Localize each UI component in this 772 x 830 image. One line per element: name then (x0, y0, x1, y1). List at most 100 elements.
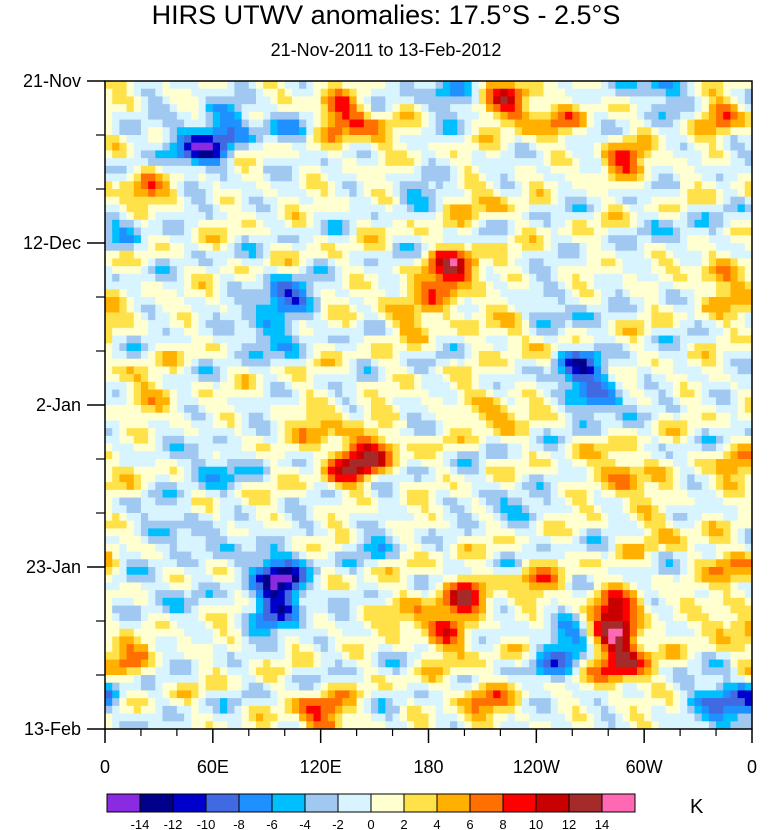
field-cell (191, 219, 200, 229)
field-cell (234, 219, 243, 229)
field-cell (306, 273, 315, 283)
field-cell (694, 104, 703, 113)
field-cell (313, 412, 322, 422)
field-cell (212, 104, 221, 113)
field-cell (601, 204, 609, 213)
field-cell (493, 497, 501, 506)
field-cell (507, 289, 516, 298)
field-cell (658, 397, 667, 406)
field-cell (557, 142, 566, 152)
field-cell (521, 150, 530, 159)
field-cell (421, 389, 430, 398)
field-cell (126, 111, 135, 121)
field-cell (579, 389, 588, 398)
field-cell (198, 165, 207, 175)
field-cell (435, 104, 444, 113)
field-cell (248, 489, 257, 499)
field-cell (615, 358, 624, 368)
field-cell (241, 227, 250, 236)
field-cell (536, 165, 545, 175)
field-cell (450, 351, 458, 360)
field-cell (644, 497, 652, 506)
field-cell (737, 497, 746, 506)
field-cell (234, 119, 243, 128)
field-cell (615, 420, 624, 429)
field-cell (601, 266, 609, 275)
field-cell (277, 389, 286, 398)
field-cell (644, 173, 652, 182)
field-cell (291, 489, 300, 499)
field-cell (737, 343, 746, 352)
field-cell (234, 405, 243, 414)
field-cell (629, 435, 638, 445)
field-cell (392, 273, 401, 283)
field-cell (601, 351, 609, 360)
field-cell (133, 405, 142, 414)
field-cell (435, 366, 444, 375)
field-cell (234, 474, 243, 483)
field-cell (572, 196, 581, 206)
field-cell (212, 150, 221, 159)
field-cell (392, 104, 401, 113)
field-cell (464, 397, 473, 406)
field-cell (464, 189, 473, 198)
field-cell (370, 358, 379, 368)
field-cell (450, 297, 458, 306)
field-cell (716, 397, 724, 406)
field-cell (414, 150, 422, 159)
field-cell (291, 335, 300, 344)
field-cell (672, 389, 681, 398)
field-cell (327, 219, 336, 229)
field-cell (299, 335, 307, 344)
field-cell (392, 304, 401, 314)
field-cell (169, 428, 178, 437)
field-cell (478, 142, 487, 152)
field-cell (450, 358, 458, 368)
field-cell (450, 389, 458, 398)
field-cell (486, 381, 494, 391)
field-cell (349, 381, 358, 391)
field-cell (478, 335, 487, 344)
field-cell (205, 250, 214, 260)
field-cell (493, 150, 501, 159)
field-cell (212, 482, 221, 491)
field-cell (744, 88, 753, 98)
field-cell (593, 88, 602, 98)
field-cell (486, 428, 494, 437)
field-cell (579, 482, 588, 491)
field-cell (565, 212, 573, 221)
field-cell (140, 389, 149, 398)
field-cell (270, 497, 279, 506)
field-cell (133, 181, 142, 190)
field-cell (406, 219, 415, 229)
field-cell (155, 142, 164, 152)
field-cell (414, 304, 422, 314)
field-cell (608, 358, 617, 368)
field-cell (126, 258, 135, 267)
field-cell (313, 281, 322, 290)
field-cell (572, 389, 581, 398)
field-cell (356, 281, 365, 290)
field-cell (651, 366, 660, 375)
field-cell (687, 243, 696, 252)
field-cell (716, 111, 724, 121)
field-cell (435, 258, 444, 267)
field-cell (450, 181, 458, 190)
field-cell (543, 196, 552, 206)
field-cell (327, 489, 336, 499)
field-cell (694, 266, 703, 275)
field-cell (514, 320, 523, 329)
field-cell (478, 327, 487, 337)
field-cell (119, 459, 128, 468)
field-cell (162, 142, 171, 152)
field-cell (694, 374, 703, 383)
field-cell (536, 273, 545, 283)
field-cell (220, 466, 228, 476)
field-cell (694, 135, 703, 144)
field-cell (241, 135, 250, 144)
field-cell (335, 405, 343, 414)
field-cell (335, 435, 343, 445)
field-cell (521, 104, 530, 113)
field-cell (708, 96, 717, 105)
field-cell (349, 435, 358, 445)
